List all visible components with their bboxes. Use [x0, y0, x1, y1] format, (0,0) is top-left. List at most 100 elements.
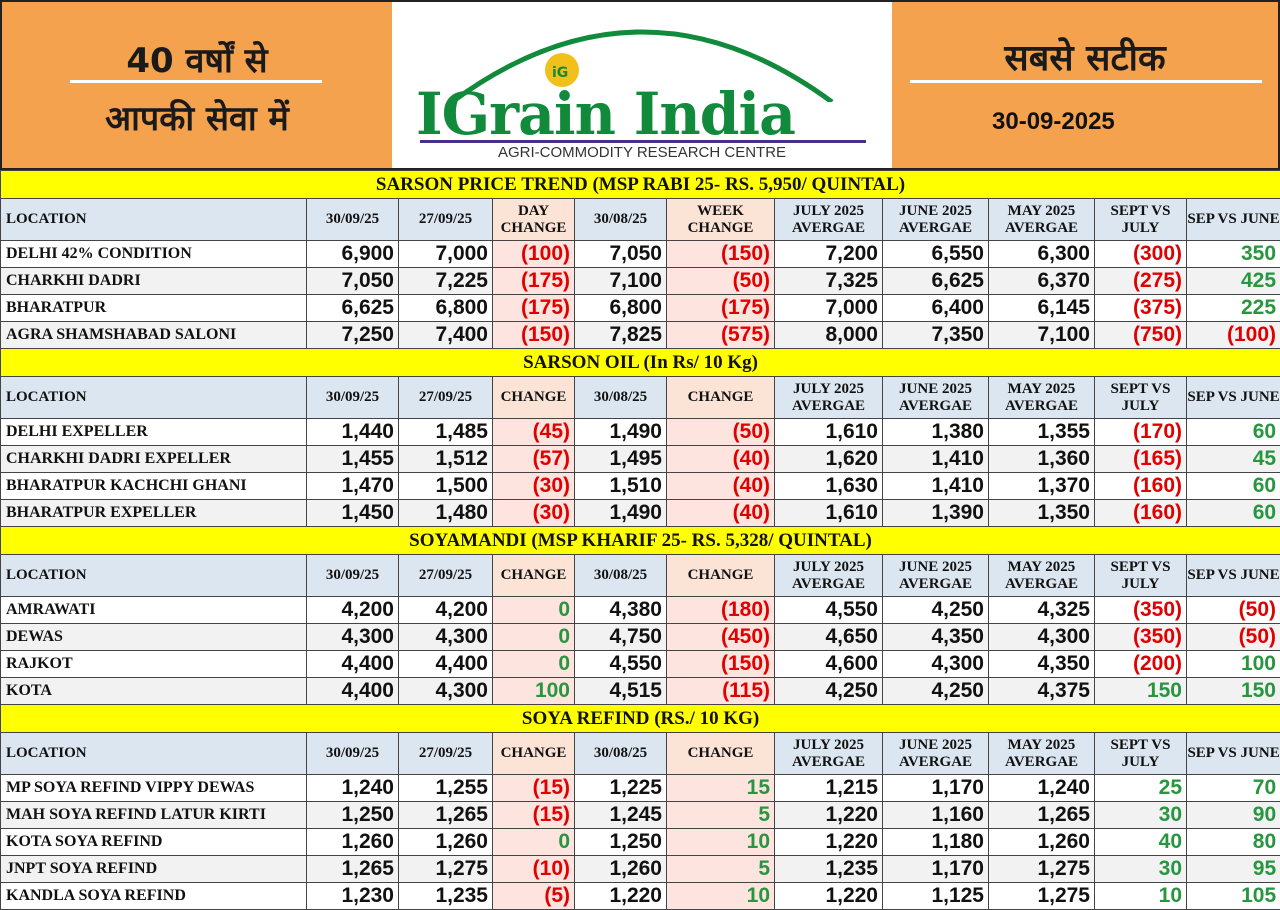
value-cell: 1,240 — [306, 774, 399, 802]
value-cell: 4,750 — [574, 623, 667, 651]
value-cell: 7,100 — [988, 321, 1095, 349]
table-row: BHARATPUR KACHCHI GHANI 1,470 1,500 (30) 1,5… — [0, 472, 1280, 500]
location-cell: CHARKHI DADRI — [0, 267, 307, 295]
value-cell: 1,410 — [882, 472, 989, 500]
column-header: 30/08/25 — [574, 376, 667, 419]
value-cell: (45) — [492, 418, 575, 446]
value-cell: 6,625 — [882, 267, 989, 295]
value-cell: 0 — [492, 623, 575, 651]
column-header: CHANGE — [666, 732, 775, 775]
column-header-row: LOCATION 30/09/25 27/09/25 CHANGE 30/08/25 CH… — [0, 732, 1280, 775]
value-cell: 1,260 — [988, 828, 1095, 856]
value-cell: 7,100 — [574, 267, 667, 295]
value-cell: (100) — [492, 240, 575, 268]
column-header: LOCATION — [0, 554, 307, 597]
value-cell: (100) — [1185, 321, 1280, 349]
column-header: 27/09/25 — [398, 198, 493, 241]
value-cell: 150 — [1186, 677, 1280, 705]
location-cell: KANDLA SOYA REFIND — [0, 882, 307, 910]
column-header: JUNE 2025 AVERGAE — [882, 376, 989, 419]
value-cell: 6,800 — [574, 294, 667, 322]
value-cell: 4,200 — [306, 596, 399, 624]
logo-underline — [420, 140, 866, 143]
value-cell: 1,260 — [306, 828, 399, 856]
value-cell: 1,380 — [882, 418, 989, 446]
column-header: 30/09/25 — [306, 554, 399, 597]
value-cell: 1,265 — [398, 801, 493, 829]
value-cell: 4,600 — [774, 650, 883, 678]
value-cell: 1,250 — [306, 801, 399, 829]
value-cell: (40) — [666, 445, 775, 473]
value-cell: 1,610 — [774, 418, 883, 446]
price-table: SARSON PRICE TREND (MSP RABI 25- RS. 5,9… — [0, 170, 1280, 349]
column-header: 30/08/25 — [574, 554, 667, 597]
value-cell: (57) — [492, 445, 575, 473]
divider — [70, 80, 322, 83]
column-header: JULY 2025 AVERGAE — [774, 198, 883, 241]
table-row: KOTA 4,400 4,300 100 4,515 (115) 4,250 4,250 4,3… — [0, 677, 1280, 705]
column-header: 27/09/25 — [398, 732, 493, 775]
value-cell: (115) — [666, 677, 775, 705]
table-row: KOTA SOYA REFIND 1,260 1,260 0 1,250 10 1,220 1… — [0, 828, 1280, 856]
column-header: CHANGE — [492, 376, 575, 419]
value-cell: 4,550 — [574, 650, 667, 678]
section-title: SOYAMANDI (MSP KHARIF 25- RS. 5,328/ QUI… — [0, 526, 1280, 555]
price-table: SOYAMANDI (MSP KHARIF 25- RS. 5,328/ QUI… — [0, 526, 1280, 705]
value-cell: (50) — [666, 267, 775, 295]
value-cell: 7,050 — [574, 240, 667, 268]
value-cell: 1,450 — [306, 499, 399, 527]
value-cell: 1,220 — [574, 882, 667, 910]
location-cell: BHARATPUR EXPELLER — [0, 499, 307, 527]
location-cell: DEWAS — [0, 623, 307, 651]
column-header-row: LOCATION 30/09/25 27/09/25 CHANGE 30/08/25 CH… — [0, 554, 1280, 597]
value-cell: 1,160 — [882, 801, 989, 829]
value-cell: 6,400 — [882, 294, 989, 322]
location-cell: BHARATPUR KACHCHI GHANI — [0, 472, 307, 500]
column-header: 30/09/25 — [306, 198, 399, 241]
value-cell: 80 — [1185, 828, 1280, 856]
location-cell: DELHI 42% CONDITION — [0, 240, 307, 268]
column-header: SEPT VS JULY — [1094, 198, 1187, 241]
value-cell: 1,220 — [774, 828, 883, 856]
value-cell: 4,650 — [774, 623, 883, 651]
value-cell: 7,200 — [774, 240, 883, 268]
value-cell: (350) — [1094, 596, 1187, 624]
value-cell: 4,300 — [306, 623, 399, 651]
value-cell: (150) — [666, 240, 775, 268]
column-header: JUNE 2025 AVERGAE — [882, 732, 989, 775]
section-title: SARSON OIL (In Rs/ 10 Kg) — [0, 348, 1280, 377]
value-cell: 4,250 — [774, 677, 883, 705]
value-cell: 1,260 — [398, 828, 493, 856]
value-cell: 150 — [1094, 677, 1187, 705]
value-cell: 8,000 — [774, 321, 883, 349]
column-header: CHANGE — [666, 376, 775, 419]
value-cell: 1,495 — [574, 445, 667, 473]
value-cell: 7,325 — [774, 267, 883, 295]
column-header: SEP VS JUNE — [1185, 732, 1280, 775]
value-cell: (40) — [666, 499, 775, 527]
value-cell: (175) — [492, 267, 575, 295]
column-header: SEP VS JUNE — [1185, 198, 1280, 241]
value-cell: 25 — [1094, 774, 1187, 802]
value-cell: 1,485 — [398, 418, 493, 446]
column-header: 30/09/25 — [306, 376, 399, 419]
value-cell: 4,400 — [306, 677, 399, 705]
table-row: DELHI 42% CONDITION 6,900 7,000 (100) 7,050(… — [0, 240, 1280, 268]
value-cell: 30 — [1094, 855, 1187, 883]
value-cell: 4,550 — [774, 596, 883, 624]
location-cell: DELHI EXPELLER — [0, 418, 307, 446]
location-cell: CHARKHI DADRI EXPELLER — [0, 445, 307, 473]
value-cell: 1,490 — [574, 499, 667, 527]
value-cell: 5 — [666, 855, 775, 883]
value-cell: 1,220 — [774, 882, 883, 910]
value-cell: 105 — [1185, 882, 1280, 910]
value-cell: 0 — [492, 828, 575, 856]
column-header: JUNE 2025 AVERGAE — [882, 198, 989, 241]
value-cell: 1,170 — [882, 774, 989, 802]
column-header: DAY CHANGE — [492, 198, 575, 241]
value-cell: 1,390 — [882, 499, 989, 527]
value-cell: 4,400 — [398, 650, 493, 678]
value-cell: 4,300 — [398, 677, 493, 705]
value-cell: (30) — [492, 499, 575, 527]
value-cell: 1,490 — [574, 418, 667, 446]
